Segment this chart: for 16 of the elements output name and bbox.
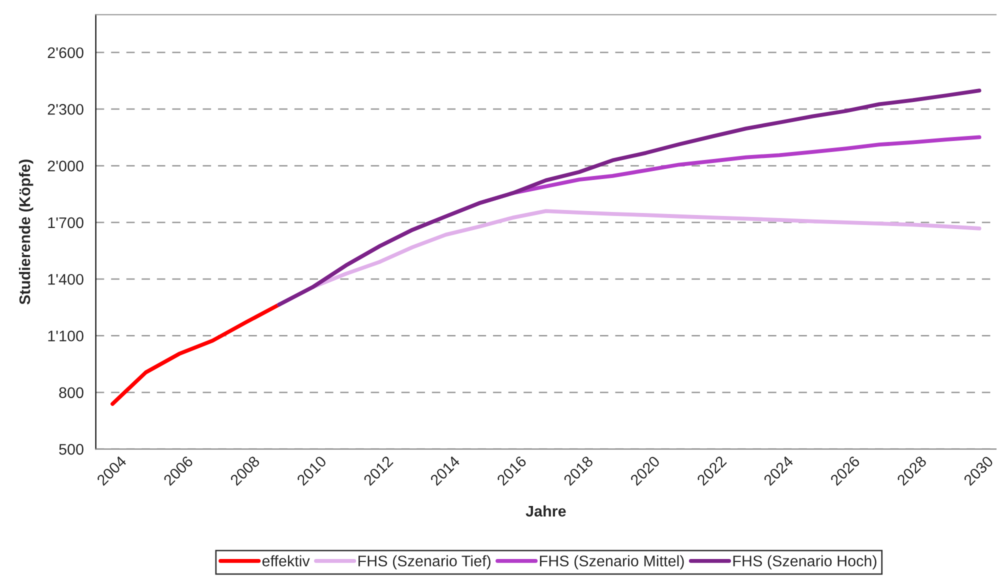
y-tick-label: 1'100 xyxy=(48,330,84,342)
y-tick-label: 2'000 xyxy=(48,160,84,172)
y-tick-label: 1'400 xyxy=(48,274,84,285)
legend-label: FHS (Szenario Hoch) xyxy=(733,555,876,570)
legend-label: FHS (Szenario Tief) xyxy=(358,555,490,570)
y-tick-label: 2'600 xyxy=(48,47,84,58)
x-axis-title: Jahre xyxy=(526,505,566,517)
y-tick-label: 800 xyxy=(59,387,84,398)
line-series xyxy=(110,302,282,406)
y-tick-label: 500 xyxy=(59,444,84,455)
line-series xyxy=(277,88,982,307)
y-axis-title: Studierende (Köpfe) xyxy=(18,160,34,304)
y-tick-label: 2'300 xyxy=(48,104,84,115)
legend-label: FHS (Szenario Mittel) xyxy=(540,555,684,570)
legend-label: effektiv xyxy=(262,555,310,566)
y-tick-label: 1'700 xyxy=(48,217,84,228)
